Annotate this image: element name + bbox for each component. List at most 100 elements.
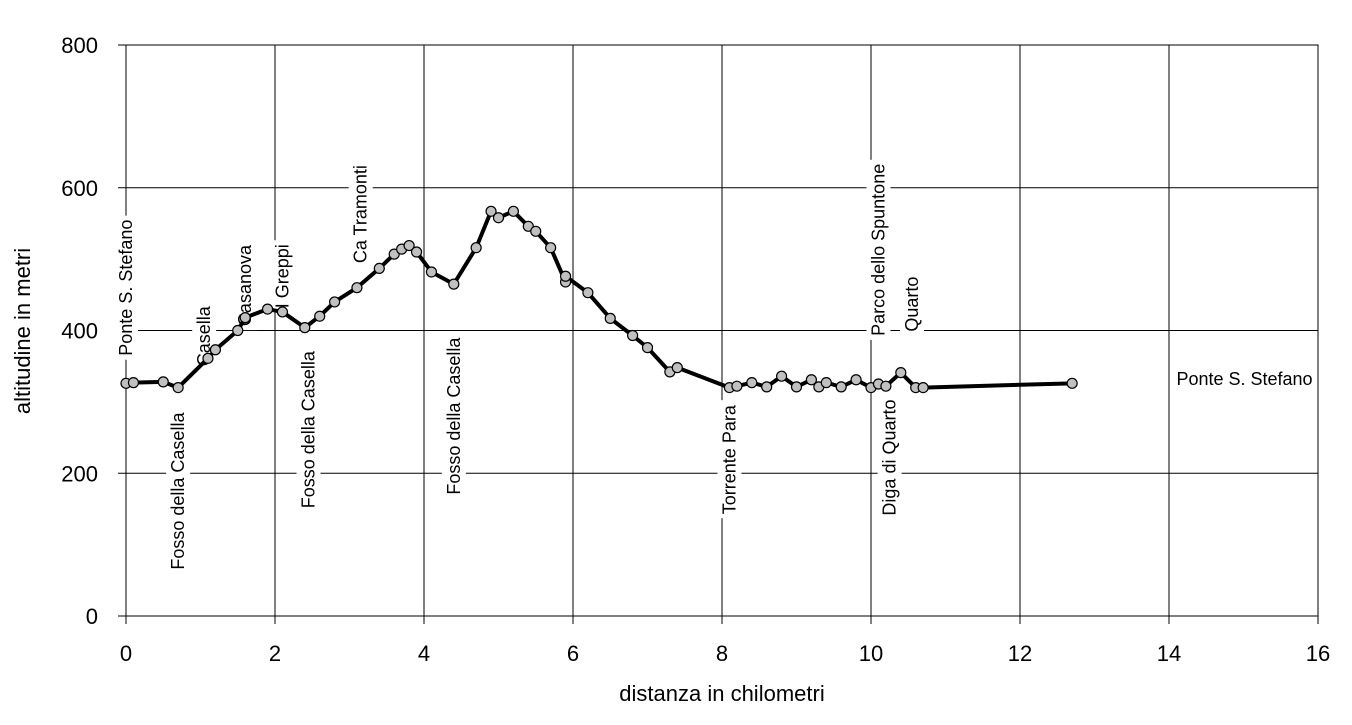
elevation-point bbox=[671, 362, 683, 374]
x-tick-label: 8 bbox=[716, 641, 728, 666]
x-tick-label: 16 bbox=[1306, 641, 1330, 666]
elevation-point bbox=[582, 287, 594, 299]
x-axis-title: distanza in chilometri bbox=[619, 681, 824, 706]
elevation-point bbox=[157, 376, 169, 388]
elevation-point bbox=[127, 377, 140, 389]
y-tick-label: 800 bbox=[61, 33, 98, 58]
place-label-background bbox=[233, 240, 258, 331]
elevation-point bbox=[895, 367, 907, 379]
elevation-point bbox=[403, 239, 415, 252]
place-label-background bbox=[866, 159, 891, 340]
elevation-point bbox=[559, 270, 572, 282]
elevation-point bbox=[530, 225, 542, 237]
place-label-background bbox=[717, 400, 742, 519]
place-label-text: I Greppi bbox=[272, 244, 292, 308]
elevation-point bbox=[761, 381, 773, 393]
place-label-text: Diga di Quarto bbox=[880, 400, 900, 516]
place-annotation: Fosso della Casella bbox=[441, 332, 466, 499]
place-label-text: Fosso della Casella bbox=[444, 337, 464, 495]
place-annotation: Fosso della Casella bbox=[296, 346, 321, 513]
place-label-text: Fosso della Casella bbox=[299, 350, 319, 508]
elevation-point bbox=[209, 344, 221, 356]
elevation-point bbox=[805, 374, 818, 386]
y-tick-label: 600 bbox=[61, 176, 98, 201]
place-annotation: Parco dello Spuntone bbox=[866, 159, 891, 340]
place-label-background bbox=[296, 346, 321, 513]
elevation-point bbox=[850, 374, 862, 386]
place-label-text: Torrente Para bbox=[719, 404, 739, 514]
plot-frame bbox=[118, 44, 1319, 624]
elevation-point bbox=[448, 278, 460, 290]
place-annotation: Torrente Para bbox=[717, 400, 742, 519]
elevation-point bbox=[314, 310, 326, 322]
elevation-point bbox=[492, 212, 505, 224]
x-tick-label: 0 bbox=[120, 641, 132, 666]
place-annotation: I Greppi bbox=[270, 240, 295, 313]
place-label-text: Fosso della Casella bbox=[168, 412, 188, 570]
y-tick-label: 200 bbox=[61, 461, 98, 486]
y-tick-label: 0 bbox=[86, 604, 98, 629]
x-tick-label: 10 bbox=[859, 641, 883, 666]
elevation-point bbox=[917, 382, 929, 394]
place-annotation: Ponte S. Stefano bbox=[1172, 367, 1317, 392]
elevation-point bbox=[410, 246, 423, 258]
place-annotation: Casanova bbox=[233, 240, 258, 331]
elevation-point bbox=[835, 381, 847, 393]
elevation-point bbox=[545, 242, 557, 254]
place-label-text: Ponte S. Stefano bbox=[1176, 369, 1312, 389]
place-label-background bbox=[441, 332, 466, 499]
place-annotation: Fosso della Casella bbox=[166, 407, 191, 574]
place-label-text: Casella bbox=[194, 305, 214, 366]
elevation-point bbox=[507, 205, 520, 217]
elevation-point bbox=[261, 303, 274, 315]
x-tick-label: 6 bbox=[567, 641, 579, 666]
x-tick-label: 4 bbox=[418, 641, 430, 666]
place-label-background bbox=[1172, 367, 1317, 392]
y-tick-label: 400 bbox=[61, 319, 98, 344]
place-label-text: Casanova bbox=[235, 244, 255, 326]
elevation-point bbox=[746, 377, 758, 389]
elevation-series bbox=[120, 205, 1078, 394]
place-label-text: Ca Tramonti bbox=[351, 165, 371, 263]
place-labels: Ponte S. Stefano Fosso della Casella Casel… bbox=[114, 159, 1317, 574]
elevation-point bbox=[202, 352, 214, 364]
place-label-text: Parco dello Spuntone bbox=[868, 164, 888, 336]
elevation-point bbox=[299, 322, 311, 334]
elevation-point bbox=[232, 324, 244, 337]
elevation-point bbox=[820, 377, 832, 389]
place-label-background bbox=[114, 215, 138, 360]
place-label-background bbox=[877, 395, 902, 520]
elevation-point bbox=[239, 312, 251, 324]
x-tick-label: 2 bbox=[269, 641, 281, 666]
place-annotation: Ponte S. Stefano bbox=[114, 215, 138, 360]
elevation-point bbox=[731, 380, 743, 392]
tick-labels: 0 200 400 600 800 0 2 4 6 8 10 12 14 16 bbox=[61, 33, 1330, 666]
elevation-point bbox=[425, 266, 438, 278]
elevation-line bbox=[125, 209, 1073, 390]
elevation-point bbox=[329, 296, 341, 308]
elevation-point bbox=[775, 370, 788, 382]
place-annotation: Diga di Quarto bbox=[877, 395, 902, 520]
grid bbox=[126, 45, 1318, 616]
place-label-text: Quarto bbox=[902, 277, 922, 332]
elevation-point bbox=[790, 381, 803, 393]
elevation-point bbox=[470, 242, 482, 254]
elevation-point bbox=[351, 282, 363, 294]
place-label-text: Ponte S. Stefano bbox=[116, 220, 136, 356]
place-label-background bbox=[270, 240, 295, 313]
elevation-point bbox=[276, 306, 289, 318]
place-annotation: Ca Tramonti bbox=[348, 161, 373, 268]
elevation-point bbox=[880, 380, 892, 392]
elevation-point bbox=[604, 312, 616, 324]
elevation-point bbox=[641, 342, 654, 354]
place-label-background bbox=[899, 272, 924, 336]
place-label-background bbox=[348, 161, 373, 268]
elevation-point bbox=[626, 329, 639, 342]
place-label-background bbox=[166, 407, 191, 574]
elevation-point bbox=[373, 262, 385, 275]
elevation-point bbox=[1066, 377, 1078, 389]
x-tick-label: 14 bbox=[1157, 641, 1181, 666]
y-axis-title: altitudine in metri bbox=[10, 248, 35, 414]
elevation-point bbox=[172, 382, 184, 394]
